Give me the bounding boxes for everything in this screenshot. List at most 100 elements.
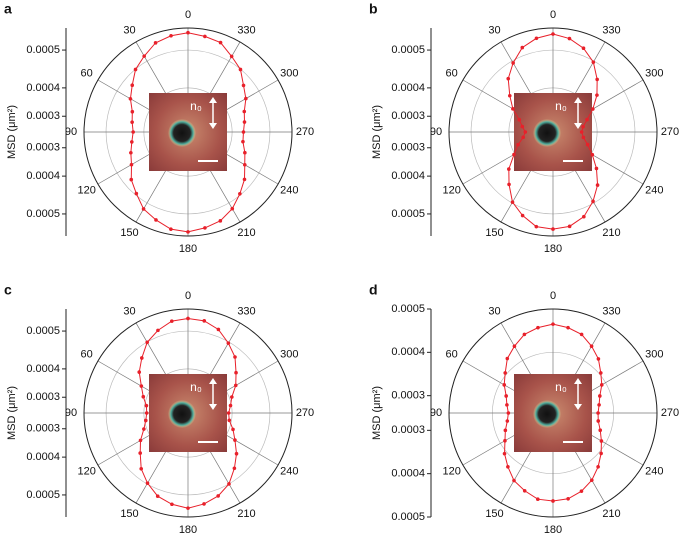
angle-label: 90 <box>430 407 442 419</box>
angle-label: 90 <box>65 126 77 138</box>
data-point <box>227 482 231 486</box>
data-point <box>234 370 238 375</box>
data-point <box>231 427 235 432</box>
angle-label: 270 <box>661 407 679 419</box>
angle-label: 180 <box>179 243 197 255</box>
y-axis-label: MSD (μm²) <box>371 105 383 159</box>
data-point <box>507 167 511 171</box>
data-point <box>536 497 540 502</box>
panel: a 0 30 60 90 120 150 180 210 240 270 300 330 n₀ 0.0003… <box>4 1 314 255</box>
data-point <box>145 340 149 345</box>
data-point <box>579 489 584 493</box>
data-point <box>512 478 516 483</box>
data-point <box>238 192 242 196</box>
panel-letter: d <box>369 282 378 298</box>
data-point <box>243 150 247 155</box>
angle-label: 30 <box>123 306 135 318</box>
data-point <box>137 370 142 374</box>
angle-label: 300 <box>280 67 298 79</box>
data-point <box>516 142 520 147</box>
data-point <box>131 130 135 134</box>
angle-label: 150 <box>120 508 138 520</box>
data-point <box>226 411 231 415</box>
data-point <box>139 466 144 471</box>
angle-label: 270 <box>296 126 314 138</box>
data-point <box>139 384 144 388</box>
angle-label: 150 <box>485 227 503 239</box>
data-point <box>581 135 586 140</box>
data-point <box>596 419 601 423</box>
data-point <box>596 464 600 469</box>
r-tick-label: 0.0003 <box>26 142 60 154</box>
data-point <box>154 218 158 222</box>
data-point <box>155 494 160 499</box>
data-point <box>233 355 237 359</box>
r-tick-label: 0.0005 <box>391 208 425 220</box>
data-point <box>241 130 246 134</box>
data-point <box>597 403 601 407</box>
data-point <box>216 327 221 332</box>
data-point <box>506 76 511 81</box>
data-point <box>156 328 160 333</box>
angle-label: 30 <box>488 306 500 318</box>
data-point <box>520 45 525 50</box>
data-point <box>138 451 142 455</box>
angle-label: 330 <box>602 306 620 318</box>
r-tick-label: 0.0004 <box>391 468 425 480</box>
r-tick-label: 0.0003 <box>26 110 60 122</box>
r-tick-label: 0.0005 <box>391 44 425 56</box>
angle-label: 0 <box>550 290 556 302</box>
data-point <box>585 142 590 147</box>
data-point <box>596 357 601 361</box>
r-tick-label: 0.0003 <box>391 142 425 154</box>
inset-particle <box>168 400 196 428</box>
data-point <box>233 383 238 388</box>
angle-label: 120 <box>77 184 95 196</box>
data-point <box>591 199 595 204</box>
angle-label: 330 <box>602 25 620 37</box>
panel-letter: c <box>4 282 12 298</box>
data-point <box>233 438 237 442</box>
r-tick-label: 0.0003 <box>26 423 60 435</box>
data-point <box>170 319 174 323</box>
angle-label: 60 <box>446 67 458 79</box>
data-point <box>591 107 595 111</box>
r-tick-label: 0.0003 <box>391 424 425 436</box>
r-tick-label: 0.0003 <box>26 391 60 403</box>
angle-label: 300 <box>645 348 663 360</box>
data-point <box>589 344 594 349</box>
angle-label: 30 <box>488 25 500 37</box>
data-point <box>241 139 245 144</box>
data-point <box>153 41 158 45</box>
data-point <box>203 34 207 39</box>
data-point <box>520 124 525 129</box>
r-tick-label: 0.0005 <box>26 44 60 56</box>
angle-label: 90 <box>430 126 442 138</box>
data-point <box>551 322 555 326</box>
data-point <box>202 319 207 323</box>
angle-label: 120 <box>442 184 460 196</box>
data-point <box>130 83 135 88</box>
data-point <box>505 403 509 407</box>
r-tick-label: 0.0004 <box>26 451 60 463</box>
panel: d 0 30 60 90 120 150 180 210 240 270 300 330 n₀ 0.0003… <box>369 282 679 536</box>
r-tick-label: 0.0005 <box>26 208 60 220</box>
data-point <box>503 428 508 433</box>
angle-label: 0 <box>185 290 191 302</box>
data-point <box>591 60 596 64</box>
data-point <box>186 506 190 510</box>
r-tick-label: 0.0005 <box>26 325 60 337</box>
data-point <box>551 227 555 231</box>
r-tick-label: 0.0003 <box>391 110 425 122</box>
r-tick-label: 0.0004 <box>391 170 425 182</box>
inset-particle <box>533 400 561 428</box>
data-point <box>226 341 231 345</box>
data-point <box>130 109 135 114</box>
data-point <box>130 120 134 124</box>
data-point <box>581 124 585 129</box>
data-point <box>534 224 539 229</box>
angle-label: 30 <box>123 25 135 37</box>
data-point <box>505 419 510 423</box>
data-point <box>534 36 539 41</box>
data-point <box>241 83 246 88</box>
